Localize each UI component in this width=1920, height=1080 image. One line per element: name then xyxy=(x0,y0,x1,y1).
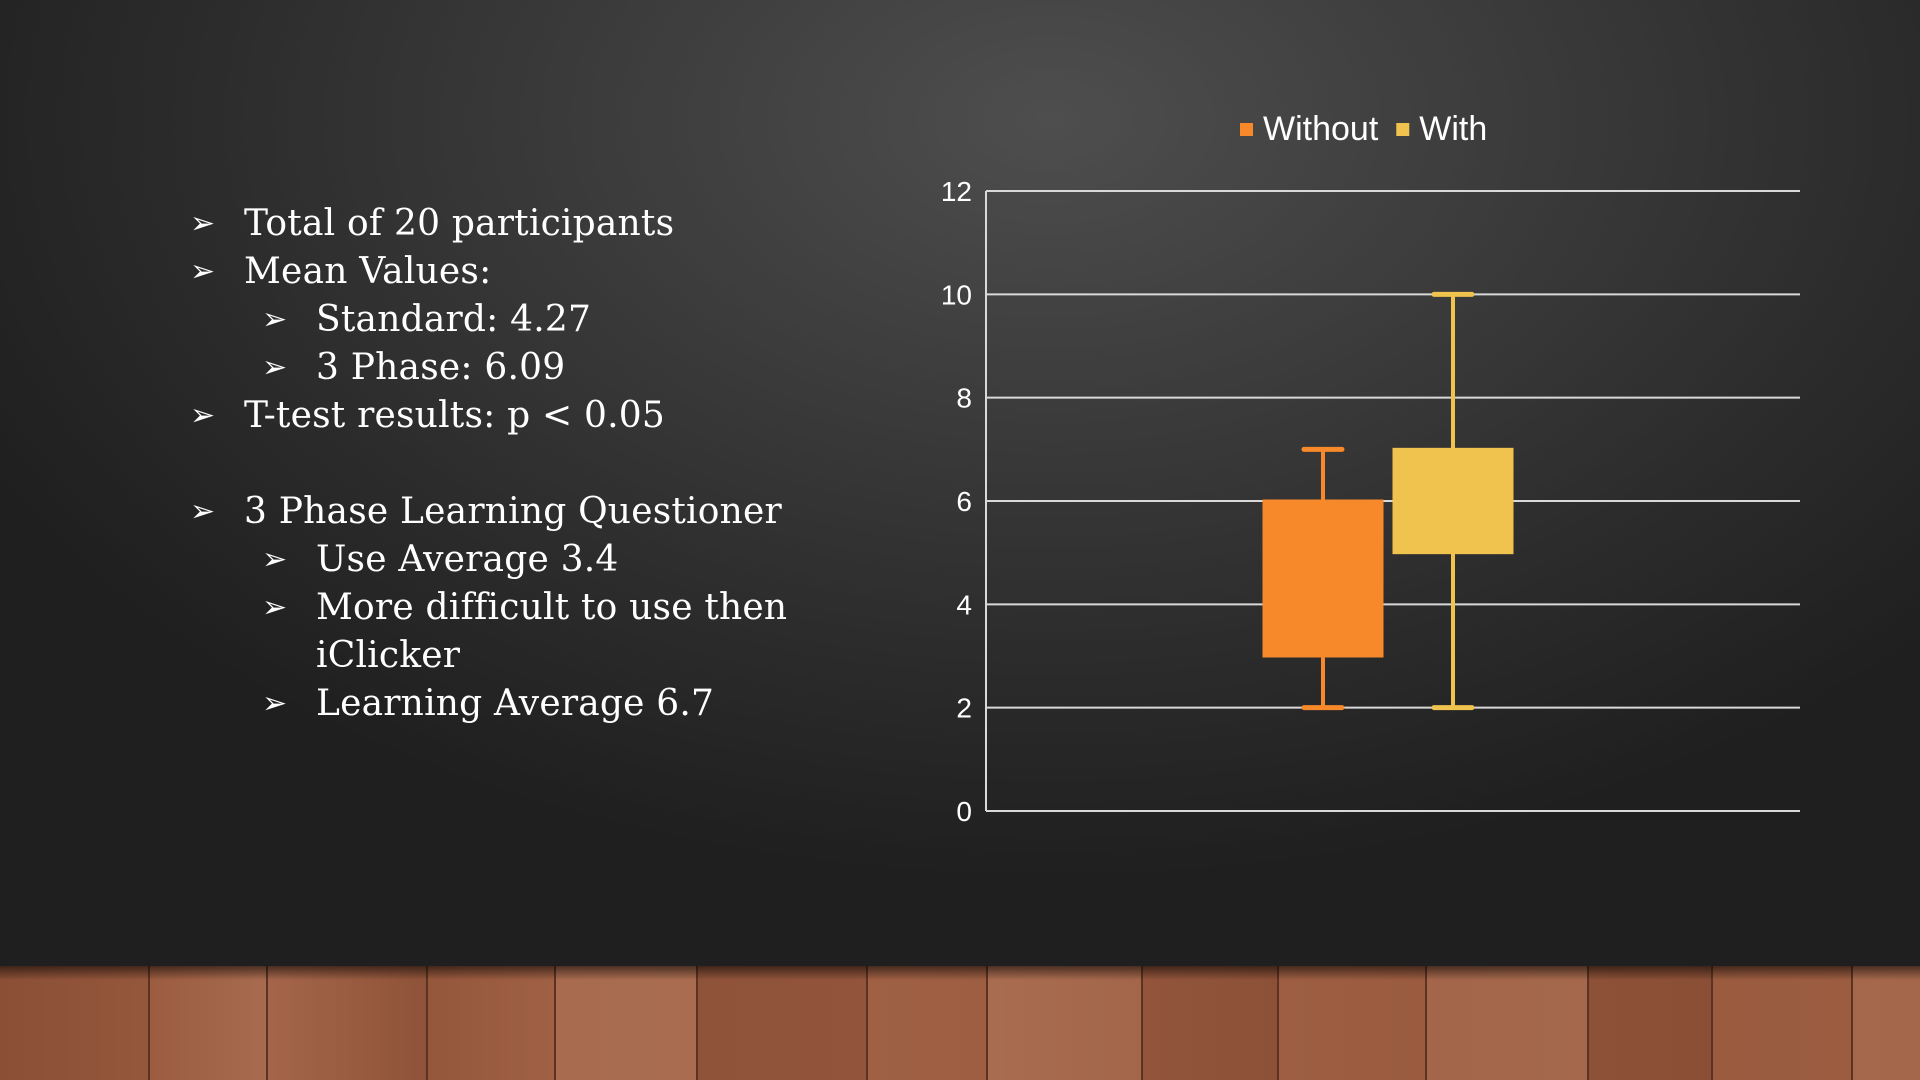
floor-plank xyxy=(698,966,868,1080)
chart-svg: 0 2 4 6 8 10 12 Without With xyxy=(941,110,1800,827)
y-tick-label: 8 xyxy=(956,383,972,414)
arrow-bullet-icon: ➢ xyxy=(190,494,216,529)
bullet-item: ➢ Total of 20 participants xyxy=(190,200,830,248)
floor-plank xyxy=(1713,966,1853,1080)
bullet-text: iClicker xyxy=(316,635,461,676)
bullet-text: More difficult to use then xyxy=(316,587,788,628)
bullet-text: Total of 20 participants xyxy=(244,203,675,244)
slide-background xyxy=(0,0,1920,966)
legend-label: Without xyxy=(1263,110,1379,148)
bullet-text: Standard: 4.27 xyxy=(316,299,592,340)
floor-plank xyxy=(556,966,698,1080)
arrow-bullet-icon: ➢ xyxy=(262,302,288,337)
bullet-text: Mean Values: xyxy=(244,251,492,292)
bullet-item: ➢ Standard: 4.27 xyxy=(190,296,830,344)
legend-swatch xyxy=(1240,123,1253,136)
arrow-bullet-icon: ➢ xyxy=(262,542,288,577)
y-tick-label: 2 xyxy=(956,693,972,724)
floor-plank xyxy=(868,966,988,1080)
arrow-bullet-icon: ➢ xyxy=(262,686,288,721)
bullet-text: Use Average 3.4 xyxy=(316,539,619,580)
arrow-bullet-icon: ➢ xyxy=(262,350,288,385)
floor-plank xyxy=(0,966,150,1080)
bullet-list: ➢ Total of 20 participants ➢ Mean Values: ➢ S… xyxy=(190,200,830,728)
bullet-item: ➢ 3 Phase Learning Questioner xyxy=(190,488,830,536)
bullet-item: iClicker xyxy=(190,632,830,680)
arrow-bullet-icon: ➢ xyxy=(190,398,216,433)
bullet-text: 3 Phase Learning Questioner xyxy=(244,491,782,532)
legend-swatch xyxy=(1396,123,1410,136)
floor-plank xyxy=(150,966,268,1080)
floor-plank xyxy=(1143,966,1279,1080)
bullet-spacer xyxy=(190,440,830,488)
y-tick-label: 0 xyxy=(956,796,972,827)
arrow-bullet-icon: ➢ xyxy=(190,206,216,241)
bullet-item: ➢ More difficult to use then xyxy=(190,584,830,632)
bullet-text: Learning Average 6.7 xyxy=(316,683,715,724)
wood-floor xyxy=(0,966,1920,1080)
y-tick-label: 12 xyxy=(941,176,972,207)
floor-plank xyxy=(1279,966,1427,1080)
arrow-bullet-icon: ➢ xyxy=(262,590,288,625)
y-tick-label: 6 xyxy=(956,486,972,517)
bullet-item: ➢ T-test results: p < 0.05 xyxy=(190,392,830,440)
bullet-item: ➢ Learning Average 6.7 xyxy=(190,680,830,728)
y-tick-label: 4 xyxy=(956,589,972,620)
bullet-item: ➢ 3 Phase: 6.09 xyxy=(190,344,830,392)
floor-plank xyxy=(988,966,1143,1080)
y-tick-label: 10 xyxy=(941,279,972,310)
floor-plank xyxy=(428,966,556,1080)
bullet-item: ➢ Use Average 3.4 xyxy=(190,536,830,584)
floor-plank xyxy=(268,966,428,1080)
bullet-item: ➢ Mean Values: xyxy=(190,248,830,296)
bullet-text: T-test results: p < 0.05 xyxy=(244,395,665,436)
floor-plank xyxy=(1853,966,1920,1080)
box-without xyxy=(1262,499,1384,658)
floor-shadow xyxy=(0,966,1920,980)
bullet-text: 3 Phase: 6.09 xyxy=(316,347,566,388)
arrow-bullet-icon: ➢ xyxy=(190,254,216,289)
floor-plank xyxy=(1427,966,1589,1080)
legend-label: With xyxy=(1419,110,1487,148)
floor-plank xyxy=(1589,966,1713,1080)
box-with xyxy=(1392,447,1514,555)
box-plot-chart: 0 2 4 6 8 10 12 Without With xyxy=(900,90,1840,850)
